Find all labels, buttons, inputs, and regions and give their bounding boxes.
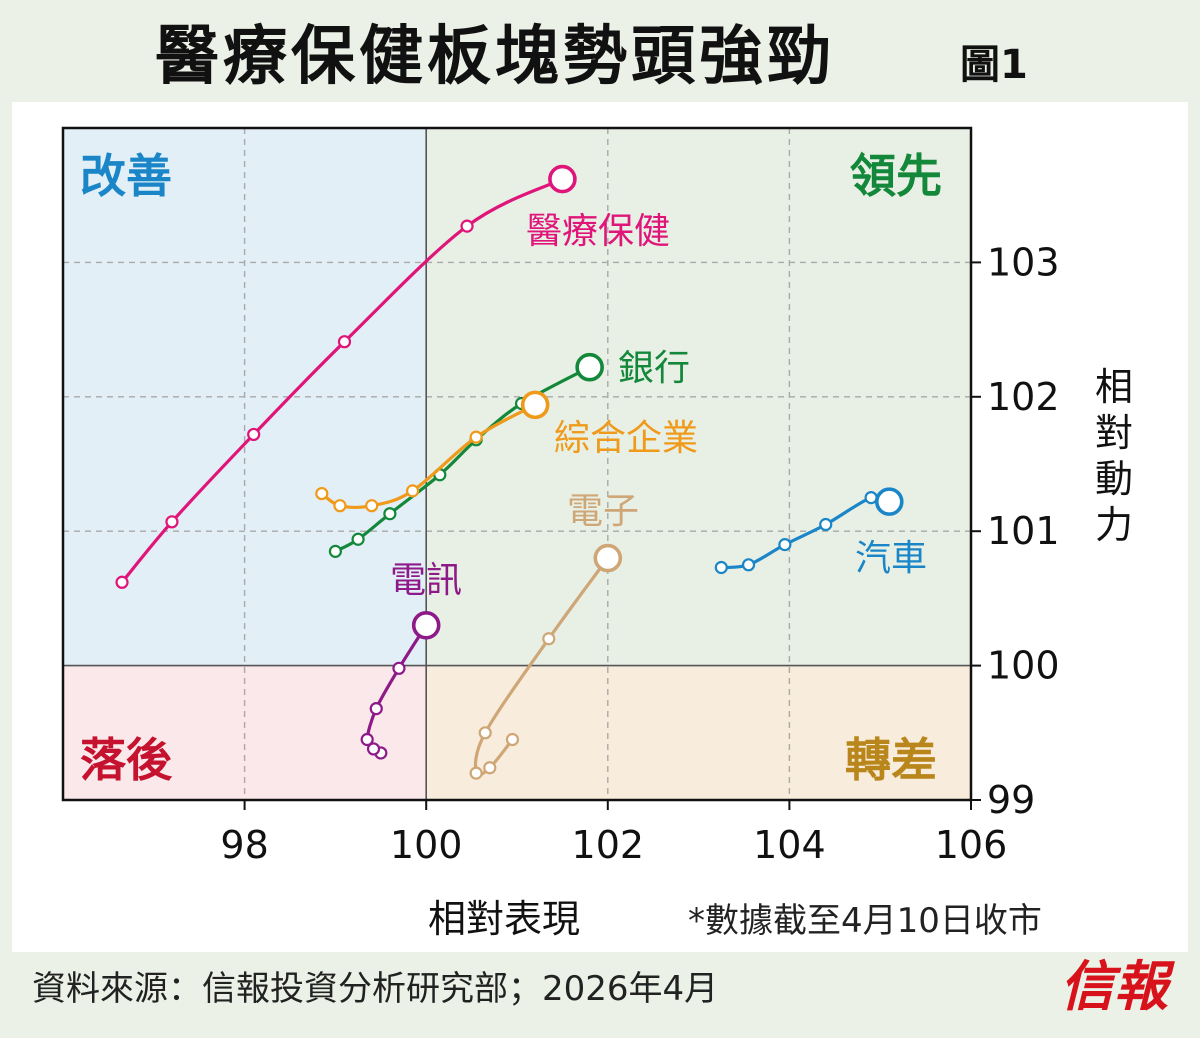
x-tick-label-2: 102 (572, 823, 645, 867)
chart-title: 醫療保健板塊勢頭強勁 (155, 20, 835, 94)
series-label-autos: 汽車 (855, 538, 927, 579)
y-tick-label-4: 103 (987, 240, 1060, 284)
series-label-conglomerates: 綜合企業 (554, 418, 698, 459)
series-point-5-4 (392, 661, 406, 675)
y-tick-label-2: 101 (987, 509, 1060, 553)
series-point-0-1 (165, 515, 179, 529)
quadrant-label-weakening: 轉差 (845, 733, 937, 787)
series-label-telecom: 電訊 (390, 560, 462, 601)
series-point-3-3 (819, 517, 833, 532)
series-point-3-2 (778, 538, 792, 552)
series-endpoint-2 (520, 390, 550, 420)
grid-lines (63, 128, 971, 800)
series-point-4-3 (478, 726, 492, 740)
series-point-0-3 (337, 335, 352, 349)
series-point-2-1 (333, 499, 347, 513)
series-point-5-3 (369, 702, 383, 716)
series-0 (115, 164, 577, 589)
series-point-2-2 (365, 499, 379, 513)
series-point-1-0 (328, 544, 342, 558)
series-point-3-1 (741, 558, 756, 572)
series-label-banks: 銀行 (618, 348, 690, 389)
series-4 (469, 543, 623, 780)
series-3 (714, 487, 904, 575)
quadrant-label-leading: 領先 (850, 149, 942, 203)
x-tick-labels: 98 100 102 104 106 (220, 800, 1007, 867)
center-lines (63, 128, 971, 800)
series-layer (115, 164, 904, 780)
series-point-3-0 (714, 560, 728, 575)
figure-label: 圖1 (960, 42, 1028, 88)
y-axis-label-char-1: 對 (1095, 411, 1133, 455)
series-2 (315, 390, 550, 513)
series-point-4-2 (469, 766, 483, 780)
y-axis-label-char-0: 相 (1095, 365, 1133, 409)
series-point-5-1 (366, 742, 381, 756)
series-point-1-1 (351, 532, 365, 546)
series-point-0-2 (247, 427, 261, 442)
x-axis-label: 相對表現 (428, 897, 580, 941)
series-point-0-4 (460, 219, 474, 233)
series-5 (360, 610, 441, 760)
series-point-5-2 (360, 732, 374, 747)
series-point-1-2 (383, 507, 397, 521)
y-tick-label-0: 99 (987, 778, 1035, 822)
y-tick-labels: 99 100 101 102 103 (971, 240, 1060, 822)
series-endpoint-5 (411, 610, 441, 640)
series-label-electronics: 電子 (567, 491, 639, 532)
plot-frame (61, 126, 973, 802)
series-point-4-0 (505, 732, 520, 747)
publisher-logo: 信報 (1060, 954, 1175, 1018)
series-point-4-4 (542, 632, 556, 646)
series-point-0-0 (115, 575, 129, 589)
series-endpoint-0 (548, 164, 577, 194)
x-tick-label-1: 100 (390, 823, 463, 867)
data-note: *數據截至4月10日收市 (688, 901, 1042, 941)
y-tick-label-1: 100 (987, 644, 1060, 688)
series-point-4-1 (483, 761, 497, 775)
y-axis-label-char-2: 動 (1095, 457, 1133, 501)
series-endpoint-1 (575, 352, 604, 382)
series-point-2-4 (469, 430, 483, 444)
series-point-2-3 (405, 484, 420, 498)
quadrant-label-lagging: 落後 (80, 733, 173, 787)
x-tick-label-4: 106 (935, 823, 1008, 867)
y-tick-label-3: 102 (987, 375, 1060, 419)
series-label-healthcare: 醫療保健 (526, 211, 670, 252)
source-text: 資料來源：信報投資分析研究部；2026年4月 (32, 969, 718, 1009)
x-tick-label-0: 98 (220, 823, 268, 867)
y-axis-label-char-3: 力 (1095, 503, 1133, 547)
quadrant-weakening-bg (426, 665, 971, 800)
series-point-2-0 (315, 486, 329, 501)
series-endpoint-3 (874, 487, 904, 516)
quadrant-label-improving: 改善 (80, 149, 172, 203)
series-point-3-4 (864, 491, 878, 505)
series-endpoint-4 (593, 543, 623, 573)
x-tick-label-3: 104 (753, 823, 826, 867)
